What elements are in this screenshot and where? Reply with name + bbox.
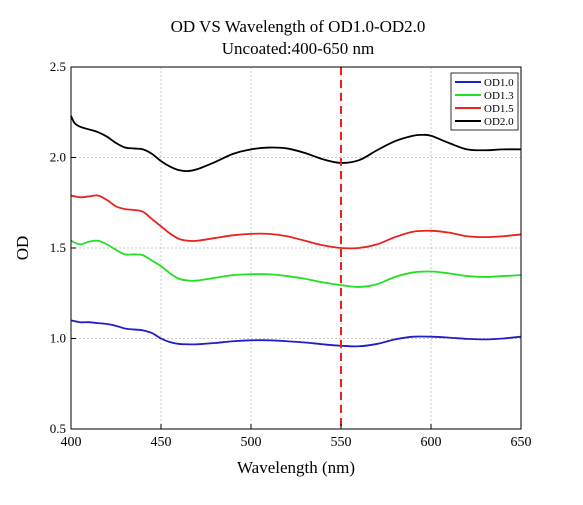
x-tick-label: 650	[511, 435, 532, 450]
series-line-od2-0	[70, 115, 522, 173]
legend-label: OD2.0	[484, 116, 514, 128]
y-axis-label: OD	[13, 236, 32, 261]
x-tick-label: 400	[61, 435, 82, 450]
y-tick-label: 2.5	[50, 59, 66, 74]
y-tick-label: 0.5	[50, 421, 66, 436]
x-tick-label: 550	[331, 435, 352, 450]
y-tick-label: 2.0	[50, 150, 66, 165]
y-tick-label: 1.0	[50, 331, 66, 346]
chart-title: OD VS Wavelength of OD1.0-OD2.0	[171, 17, 426, 36]
y-tick-label: 1.5	[50, 240, 66, 255]
legend-label: OD1.3	[484, 90, 514, 102]
tick-layer: 400 450 500 550 600 650 0.5 1.0 1.5 2.0 2.5	[50, 59, 532, 450]
series-layer	[70, 115, 522, 348]
legend-label: OD1.0	[484, 77, 514, 89]
series-line-od1-0	[70, 319, 522, 348]
x-tick-label: 450	[151, 435, 172, 450]
x-tick-label: 600	[421, 435, 442, 450]
series-line-od1-3	[70, 239, 522, 288]
legend-label: OD1.5	[484, 103, 514, 115]
x-axis-label: Wavelength (nm)	[237, 458, 355, 477]
series-line-od1-5	[70, 194, 522, 250]
x-tick-label: 500	[241, 435, 262, 450]
chart-subtitle: Uncoated:400-650 nm	[222, 39, 375, 58]
